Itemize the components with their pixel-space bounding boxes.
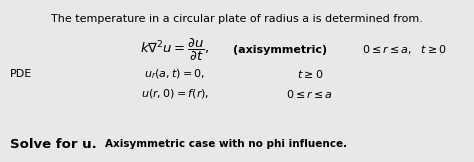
Text: Axisymmetric case with no phi influence.: Axisymmetric case with no phi influence.: [105, 139, 347, 149]
Text: $u(r,0) = f(r),$: $u(r,0) = f(r),$: [141, 87, 209, 100]
Text: PDE: PDE: [10, 69, 32, 79]
Text: (axisymmetric): (axisymmetric): [233, 45, 327, 55]
Text: $0 \leq r \leq a,\ \ t \geq 0$: $0 \leq r \leq a,\ \ t \geq 0$: [363, 44, 447, 57]
Text: $t \geq 0$: $t \geq 0$: [297, 68, 323, 80]
Text: Solve for u.: Solve for u.: [10, 138, 97, 150]
Text: $0 \leq r \leq a$: $0 \leq r \leq a$: [286, 88, 334, 100]
Text: The temperature in a circular plate of radius a is determined from.: The temperature in a circular plate of r…: [51, 14, 423, 24]
Text: $k\nabla^2 u = \dfrac{\partial u}{\partial t},$: $k\nabla^2 u = \dfrac{\partial u}{\parti…: [140, 37, 210, 63]
Text: $u_r(a,t) = 0,$: $u_r(a,t) = 0,$: [145, 67, 206, 81]
